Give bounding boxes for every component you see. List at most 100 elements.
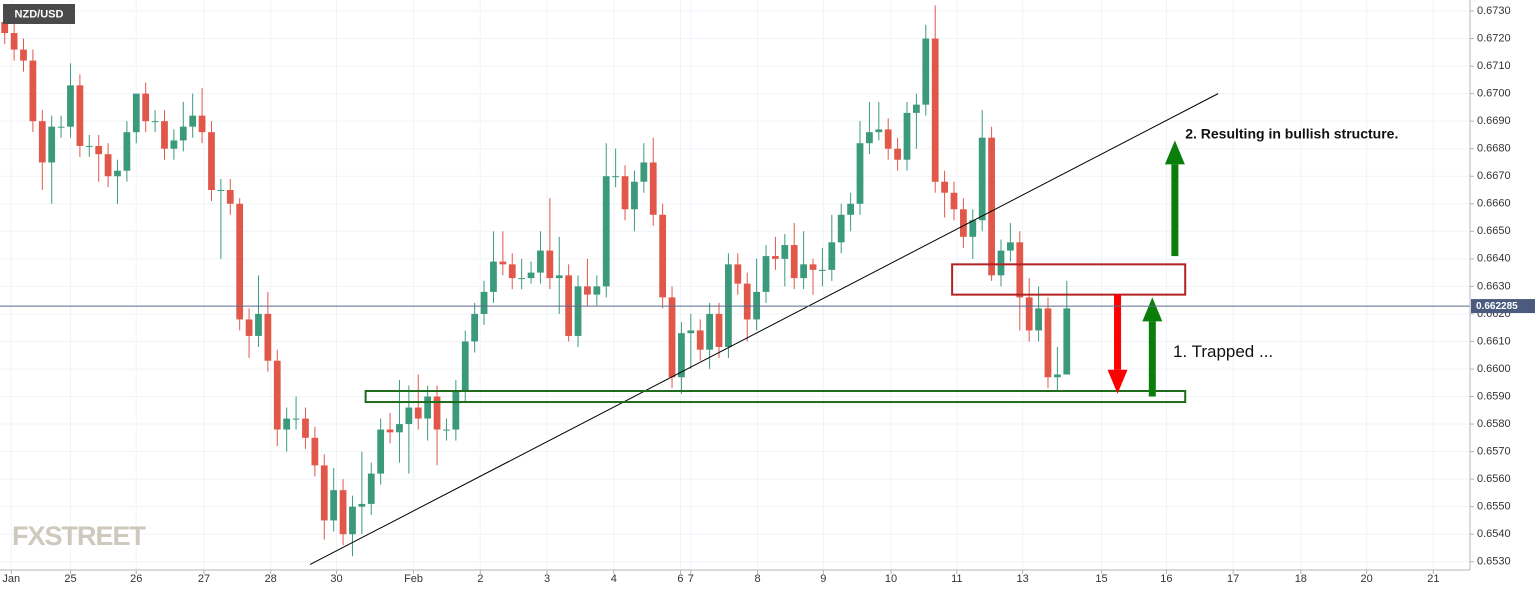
candle-body [527,272,535,279]
candle-body [443,429,450,431]
candle-body [659,214,667,298]
annotation: 1. Trapped ... [1173,342,1273,361]
candle-body [922,38,930,105]
y-tick-label: 0.6540 [1477,528,1511,540]
zone-box [364,390,1187,404]
candle-body [38,121,46,163]
candle-body [828,242,836,270]
x-tick-label: 3 [544,573,550,585]
candle-body [678,333,685,378]
candle-body [997,250,1005,276]
candle-body [631,181,638,210]
candle-body [941,181,948,193]
candle-body [302,418,309,438]
candle-body [367,473,375,504]
y-tick-label: 0.6630 [1477,280,1511,292]
candle-body [696,330,704,350]
candle-body [574,286,582,336]
candle-body [790,245,798,279]
candle-body [76,85,84,146]
candle-body [377,429,385,474]
candle-body [320,465,328,521]
x-tick-label: 27 [198,573,210,585]
candle-body [452,391,460,430]
candle-body [537,250,544,273]
candle-body [179,126,187,141]
candle-body [800,264,807,279]
y-tick-label: 0.6580 [1477,418,1511,430]
x-tick-label: 9 [820,573,826,585]
candle-body [245,319,253,336]
arrow-head [1107,369,1128,394]
y-tick-label: 0.6720 [1477,32,1511,44]
candle-body [555,275,563,279]
candle-body [969,220,977,237]
x-tick-label: 18 [1295,573,1307,585]
x-tick-label: 20 [1360,573,1372,585]
x-tick-label: 28 [265,573,277,585]
arrow-shaft [1114,294,1122,370]
candle-body [884,129,892,149]
candle-body [461,341,469,392]
candle-body [132,93,140,133]
x-tick-label: 7 [688,573,694,585]
y-tick-label: 0.6640 [1477,253,1511,265]
candle-body [433,396,441,430]
candle-body [20,49,27,61]
candle-body [217,190,225,191]
candle-body [734,264,742,284]
candle-body [593,286,601,295]
candle-body [743,283,751,320]
candle-body [1063,308,1071,375]
arrow [1164,140,1185,257]
candle-body [170,140,178,149]
arrow-shaft [1148,321,1156,397]
candle-body [819,269,826,271]
candle-body [273,360,281,430]
x-tick-label: 17 [1227,573,1239,585]
candle-body [142,93,150,122]
symbol-badge [3,4,75,24]
candle-body [931,38,939,182]
candle-body [1025,297,1033,331]
candle-body [950,192,958,210]
candle-body [960,209,967,237]
last-price-badge [1471,299,1535,314]
zone-box [951,263,1187,296]
candle-body [621,176,629,210]
candle-body [424,396,432,419]
x-tick-label: 25 [64,573,76,585]
candle-body [358,503,366,507]
y-tick-label: 0.6700 [1477,88,1511,100]
x-tick-label: 26 [130,573,142,585]
x-tick-label: 15 [1095,573,1107,585]
candle-body [875,129,883,133]
y-tick-label: 0.6690 [1477,115,1511,127]
candle-body [208,132,215,190]
candle-body [471,313,479,342]
candle-body [518,278,526,280]
candle-body [292,418,300,420]
candle-body [772,256,779,259]
candle-body [104,154,112,177]
candle-body [988,137,995,276]
candle-body [706,313,714,350]
candle-body [1016,242,1024,298]
candle-body [866,132,873,144]
candle-body [584,286,591,295]
candle-body [1054,374,1061,378]
candle-body [913,104,920,113]
candle-body [283,418,291,430]
candle-body [978,137,986,221]
candle-body [264,313,272,361]
candle-body [198,115,206,133]
candle-body [640,162,648,182]
y-tick-label: 0.6650 [1477,225,1511,237]
y-tick-label: 0.6730 [1477,5,1511,17]
candle-body [809,264,817,270]
arrow [1107,294,1128,394]
candle-body [856,143,864,204]
candle-body [189,115,197,127]
candle-body [668,297,676,378]
